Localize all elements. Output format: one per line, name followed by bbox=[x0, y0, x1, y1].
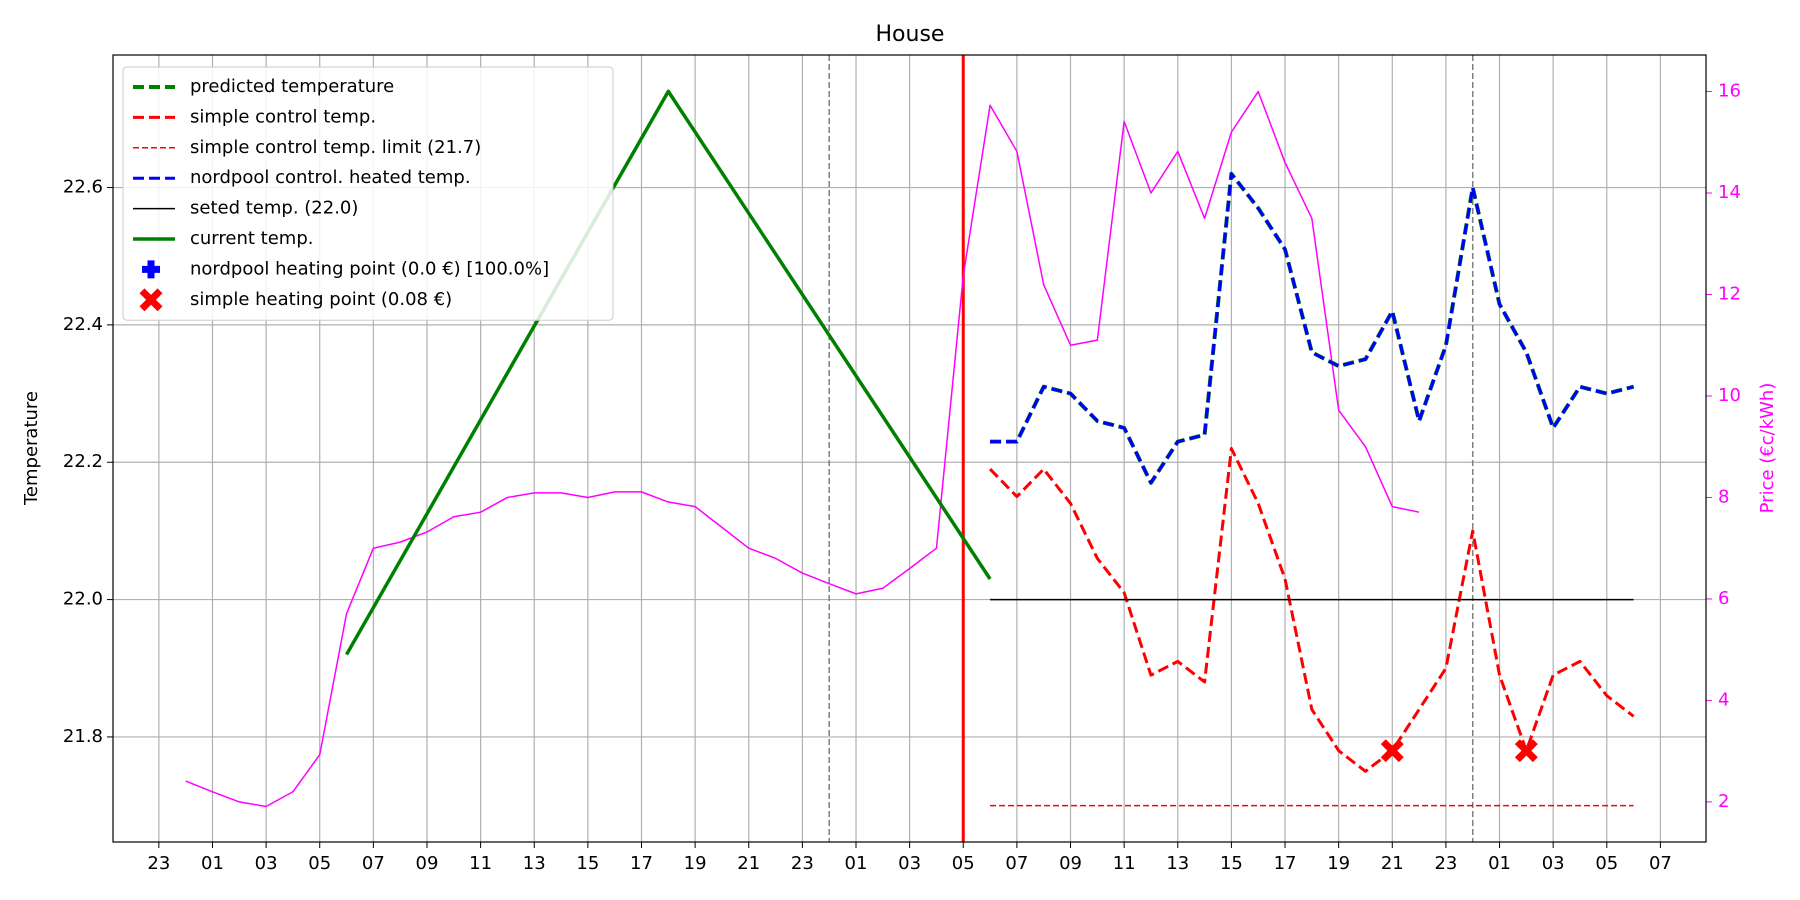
x-tick-label: 07 bbox=[362, 853, 385, 874]
y-tick-label: 22.4 bbox=[63, 314, 103, 335]
y2-axis-label: Price (€c/kWh) bbox=[1757, 383, 1778, 514]
y-tick-label: 22.6 bbox=[63, 177, 103, 198]
y-tick-label: 22.0 bbox=[63, 589, 103, 610]
x-tick-label: 09 bbox=[416, 853, 439, 874]
x-tick-label: 11 bbox=[1113, 853, 1136, 874]
x-tick-label: 01 bbox=[201, 853, 224, 874]
y2-tick-label: 12 bbox=[1718, 283, 1741, 304]
series-line bbox=[990, 172, 1634, 485]
x-tick-label: 15 bbox=[1220, 853, 1243, 874]
heating-point bbox=[1380, 739, 1404, 763]
plot-frame bbox=[112, 54, 1707, 843]
legend-label: simple control temp. bbox=[190, 106, 376, 127]
x-tick-label: 23 bbox=[147, 853, 170, 874]
y-tick-label: 21.8 bbox=[63, 726, 103, 747]
x-tick-label: 23 bbox=[791, 853, 814, 874]
x-tick-label: 03 bbox=[898, 853, 921, 874]
y2-tick-label: 4 bbox=[1718, 689, 1729, 710]
legend-label: predicted temperature bbox=[190, 76, 394, 97]
legend-label: simple heating point (0.08 €) bbox=[190, 289, 452, 310]
legend-label: nordpool control. heated temp. bbox=[190, 167, 471, 188]
x-tick-label: 13 bbox=[523, 853, 546, 874]
y2-tick-label: 2 bbox=[1718, 791, 1729, 812]
x-tick-label: 11 bbox=[469, 853, 492, 874]
x-tick-label: 19 bbox=[684, 853, 707, 874]
legend-label: seted temp. (22.0) bbox=[190, 198, 358, 219]
y2-tick-label: 6 bbox=[1718, 588, 1729, 609]
y2-tick-label: 14 bbox=[1718, 182, 1741, 203]
x-tick-label: 07 bbox=[1649, 853, 1672, 874]
x-tick-label: 05 bbox=[1595, 853, 1618, 874]
legend-label: simple control temp. limit (21.7) bbox=[190, 137, 481, 158]
x-tick-label: 21 bbox=[1381, 853, 1404, 874]
y-tick-label: 22.2 bbox=[63, 451, 103, 472]
heating-point bbox=[1514, 739, 1538, 763]
x-tick-label: 23 bbox=[1434, 853, 1457, 874]
chart-title: House bbox=[876, 22, 945, 47]
price-line bbox=[185, 90, 1420, 808]
x-tick-label: 05 bbox=[308, 853, 331, 874]
legend-box bbox=[122, 66, 614, 321]
x-tick-label: 13 bbox=[1166, 853, 1189, 874]
x-tick-label: 19 bbox=[1327, 853, 1350, 874]
x-tick-label: 17 bbox=[630, 853, 653, 874]
x-tick-label: 21 bbox=[737, 853, 760, 874]
x-tick-label: 03 bbox=[1542, 853, 1565, 874]
legend-marker bbox=[139, 288, 163, 312]
x-tick-label: 15 bbox=[576, 853, 599, 874]
series-line bbox=[989, 447, 1635, 773]
x-tick-label: 01 bbox=[1488, 853, 1511, 874]
y2-tick-label: 10 bbox=[1718, 385, 1741, 406]
series-line bbox=[345, 89, 992, 656]
x-tick-label: 09 bbox=[1059, 853, 1082, 874]
x-tick-label: 05 bbox=[952, 853, 975, 874]
x-tick-label: 01 bbox=[845, 853, 868, 874]
legend-label: nordpool heating point (0.0 €) [100.0%] bbox=[190, 258, 549, 279]
x-tick-label: 07 bbox=[1005, 853, 1028, 874]
x-tick-label: 17 bbox=[1274, 853, 1297, 874]
y-axis-label: Temperature bbox=[21, 391, 42, 506]
x-tick-label: 03 bbox=[255, 853, 278, 874]
y2-tick-label: 8 bbox=[1718, 486, 1729, 507]
legend-marker bbox=[142, 260, 160, 279]
y2-tick-label: 16 bbox=[1718, 81, 1741, 102]
legend-label: current temp. bbox=[190, 228, 313, 249]
